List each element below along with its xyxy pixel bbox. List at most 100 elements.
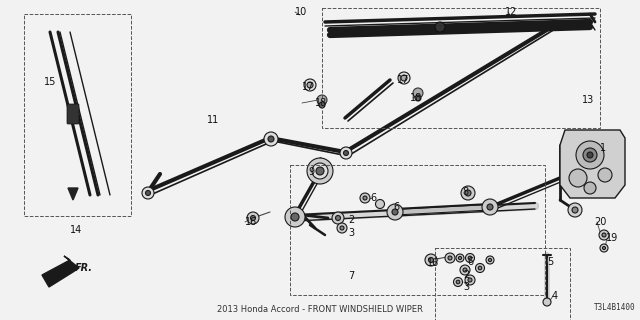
Circle shape [572, 207, 578, 213]
Circle shape [340, 226, 344, 230]
Circle shape [569, 169, 587, 187]
Text: 20: 20 [594, 217, 606, 227]
Circle shape [332, 212, 344, 224]
Circle shape [456, 254, 464, 262]
Circle shape [429, 258, 433, 262]
Circle shape [435, 22, 445, 32]
Circle shape [468, 278, 472, 282]
Circle shape [376, 199, 385, 209]
Circle shape [445, 253, 455, 263]
Text: 19: 19 [606, 233, 618, 243]
Text: 9: 9 [308, 167, 314, 177]
Circle shape [340, 147, 352, 159]
Circle shape [307, 158, 333, 184]
Circle shape [335, 215, 340, 220]
Circle shape [360, 193, 370, 203]
Circle shape [250, 215, 255, 220]
Polygon shape [68, 188, 78, 200]
Bar [290, 165, 545, 295]
Text: 14: 14 [70, 225, 83, 235]
Circle shape [456, 280, 460, 284]
Text: 15: 15 [44, 77, 56, 87]
Text: 3: 3 [348, 228, 354, 238]
Text: 6: 6 [370, 193, 376, 203]
Circle shape [461, 186, 475, 200]
Text: 16: 16 [427, 258, 439, 268]
Circle shape [401, 75, 407, 81]
Circle shape [307, 82, 313, 88]
Bar [322, 8, 600, 128]
Circle shape [264, 132, 278, 146]
Circle shape [463, 268, 467, 272]
Circle shape [476, 263, 484, 273]
Text: 17: 17 [397, 75, 410, 85]
Text: 18: 18 [315, 98, 327, 108]
Circle shape [598, 168, 612, 182]
Circle shape [602, 233, 606, 237]
Text: 6: 6 [467, 257, 473, 267]
Circle shape [568, 203, 582, 217]
Circle shape [600, 244, 608, 252]
Text: 3: 3 [463, 282, 469, 292]
Circle shape [145, 190, 150, 196]
Circle shape [465, 253, 474, 262]
Polygon shape [560, 130, 625, 198]
Circle shape [482, 199, 498, 215]
Circle shape [465, 190, 471, 196]
Circle shape [285, 207, 305, 227]
Circle shape [543, 298, 551, 306]
Text: 18: 18 [410, 93, 422, 103]
Circle shape [304, 79, 316, 91]
Text: 4: 4 [552, 291, 558, 301]
Circle shape [576, 141, 604, 169]
Text: 2: 2 [463, 270, 469, 280]
Circle shape [460, 265, 470, 275]
Circle shape [247, 212, 259, 224]
Text: 12: 12 [505, 7, 517, 17]
Text: 7: 7 [348, 271, 355, 281]
Circle shape [413, 88, 423, 98]
Circle shape [268, 136, 274, 142]
Circle shape [363, 196, 367, 200]
Text: 16: 16 [245, 217, 257, 227]
Text: 2: 2 [348, 215, 355, 225]
Circle shape [425, 254, 437, 266]
Text: 1: 1 [600, 143, 606, 153]
Text: T3L4B1400: T3L4B1400 [593, 303, 635, 312]
Circle shape [458, 256, 461, 260]
Circle shape [587, 152, 593, 158]
Circle shape [465, 275, 475, 285]
Circle shape [454, 277, 463, 286]
Circle shape [142, 187, 154, 199]
Circle shape [448, 256, 452, 260]
Circle shape [583, 148, 597, 162]
Circle shape [316, 167, 324, 175]
Text: 2013 Honda Accord - FRONT WINDSHIELD WIPER: 2013 Honda Accord - FRONT WINDSHIELD WIP… [217, 305, 423, 314]
Circle shape [312, 163, 328, 179]
Polygon shape [42, 256, 79, 287]
Circle shape [319, 102, 325, 108]
Text: FR.: FR. [75, 263, 93, 273]
Circle shape [291, 213, 299, 221]
Circle shape [488, 259, 492, 262]
Circle shape [415, 95, 421, 101]
Circle shape [387, 204, 403, 220]
Text: 13: 13 [582, 95, 595, 105]
Text: 8: 8 [462, 187, 468, 197]
Circle shape [487, 204, 493, 210]
Circle shape [337, 223, 347, 233]
Circle shape [392, 209, 398, 215]
Circle shape [478, 266, 482, 270]
Circle shape [602, 246, 605, 250]
Text: 17: 17 [302, 82, 314, 92]
Circle shape [584, 182, 596, 194]
FancyBboxPatch shape [67, 104, 79, 124]
Circle shape [486, 256, 494, 264]
Circle shape [599, 230, 609, 240]
Circle shape [344, 150, 349, 156]
Text: 5: 5 [547, 257, 553, 267]
Text: 6: 6 [393, 202, 399, 212]
Circle shape [398, 72, 410, 84]
Text: 10: 10 [295, 7, 307, 17]
Bar [24, 14, 131, 216]
